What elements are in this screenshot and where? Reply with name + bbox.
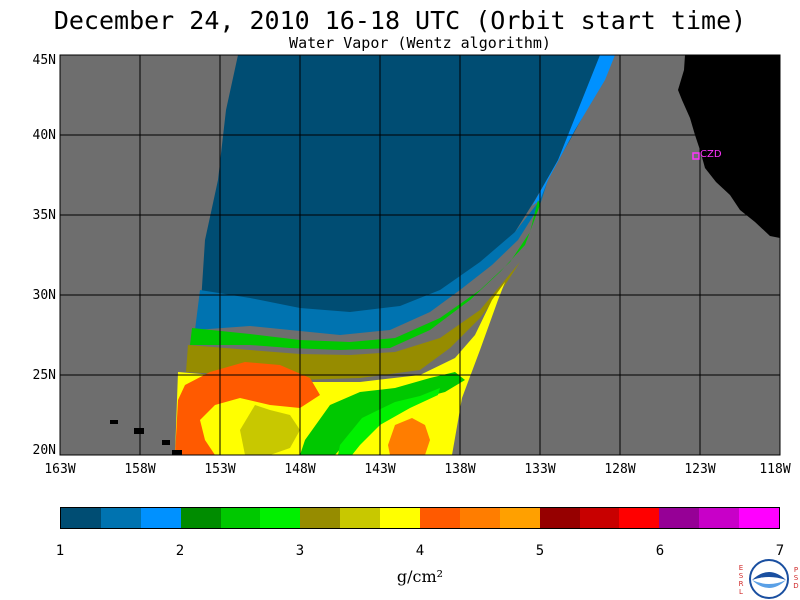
- colorbar-swatch: [61, 508, 101, 528]
- map-title: December 24, 2010 16-18 UTC (Orbit start…: [53, 6, 747, 35]
- station-label: CZD: [700, 149, 722, 160]
- station-marker: [692, 152, 700, 160]
- lat-label: 30N: [32, 288, 56, 303]
- swath-orange-east: [388, 418, 430, 455]
- colorbar-swatch: [220, 508, 261, 528]
- hawaii-island-4: [172, 450, 182, 455]
- map-subtitle: Water Vapor (Wentz algorithm): [289, 34, 551, 52]
- swath-low-vapor: [200, 55, 615, 325]
- lon-label: 163W: [44, 462, 76, 477]
- map-grid: [60, 55, 780, 455]
- colorbar-swatch: [140, 508, 181, 528]
- colorbar-swatch: [539, 508, 580, 528]
- swath-orange-west: [175, 362, 320, 455]
- map-frame: [59, 54, 781, 456]
- colorbar-swatch: [739, 508, 780, 528]
- swath-bright-green: [338, 388, 440, 455]
- lon-label: 158W: [124, 462, 156, 477]
- colorbar-tick: 2: [175, 543, 185, 559]
- colorbar-tick: 4: [415, 543, 425, 559]
- lon-label: 143W: [364, 462, 396, 477]
- colorbar-tick: 3: [295, 543, 305, 559]
- lon-label: 128W: [604, 462, 636, 477]
- swath-light-blue: [532, 55, 615, 206]
- colorbar-tick: 5: [535, 543, 545, 559]
- lat-label: 20N: [32, 443, 56, 458]
- swath-green-band: [190, 200, 540, 350]
- colorbar-swatch: [499, 508, 540, 528]
- colorbar-swatch: [260, 508, 301, 528]
- colorbar-tick: 7: [775, 543, 785, 559]
- colorbar-swatch: [180, 508, 221, 528]
- colorbar-tick: 1: [55, 543, 65, 559]
- colorbar-swatch: [340, 508, 381, 528]
- noaa-logo: NOAA: [749, 559, 789, 599]
- lon-label: 123W: [684, 462, 716, 477]
- swath-medium-blue: [195, 180, 548, 335]
- lon-label: 153W: [204, 462, 236, 477]
- lon-label: 138W: [444, 462, 476, 477]
- logo-text: NOAA: [760, 577, 778, 584]
- colorbar-tick: 6: [655, 543, 665, 559]
- lon-label: 148W: [284, 462, 316, 477]
- lat-label: 45N: [32, 53, 56, 68]
- color-scale-bar: [60, 507, 780, 529]
- lon-label: 133W: [524, 462, 556, 477]
- colorbar-swatch: [420, 508, 460, 528]
- colorbar-swatch: [300, 508, 341, 528]
- lon-label: 118W: [759, 462, 791, 477]
- colorbar-swatch: [659, 508, 700, 528]
- colorbar-units: g/cm²: [396, 567, 444, 586]
- hawaii-island-3: [162, 440, 170, 445]
- colorbar-swatch: [619, 508, 660, 528]
- lat-label: 35N: [32, 208, 56, 223]
- north-america-land: [678, 55, 780, 238]
- lat-label: 40N: [32, 128, 56, 143]
- colorbar-swatch: [579, 508, 620, 528]
- swath-yellow-mid: [240, 405, 300, 455]
- colorbar-swatch: [100, 508, 141, 528]
- hawaii-island-2: [134, 428, 144, 434]
- colorbar-swatch: [459, 508, 500, 528]
- colorbar-swatch: [699, 508, 740, 528]
- swath-olive-band: [186, 262, 520, 380]
- hawaii-island-1: [110, 420, 118, 424]
- lat-label: 25N: [32, 368, 56, 383]
- colorbar-swatch: [380, 508, 421, 528]
